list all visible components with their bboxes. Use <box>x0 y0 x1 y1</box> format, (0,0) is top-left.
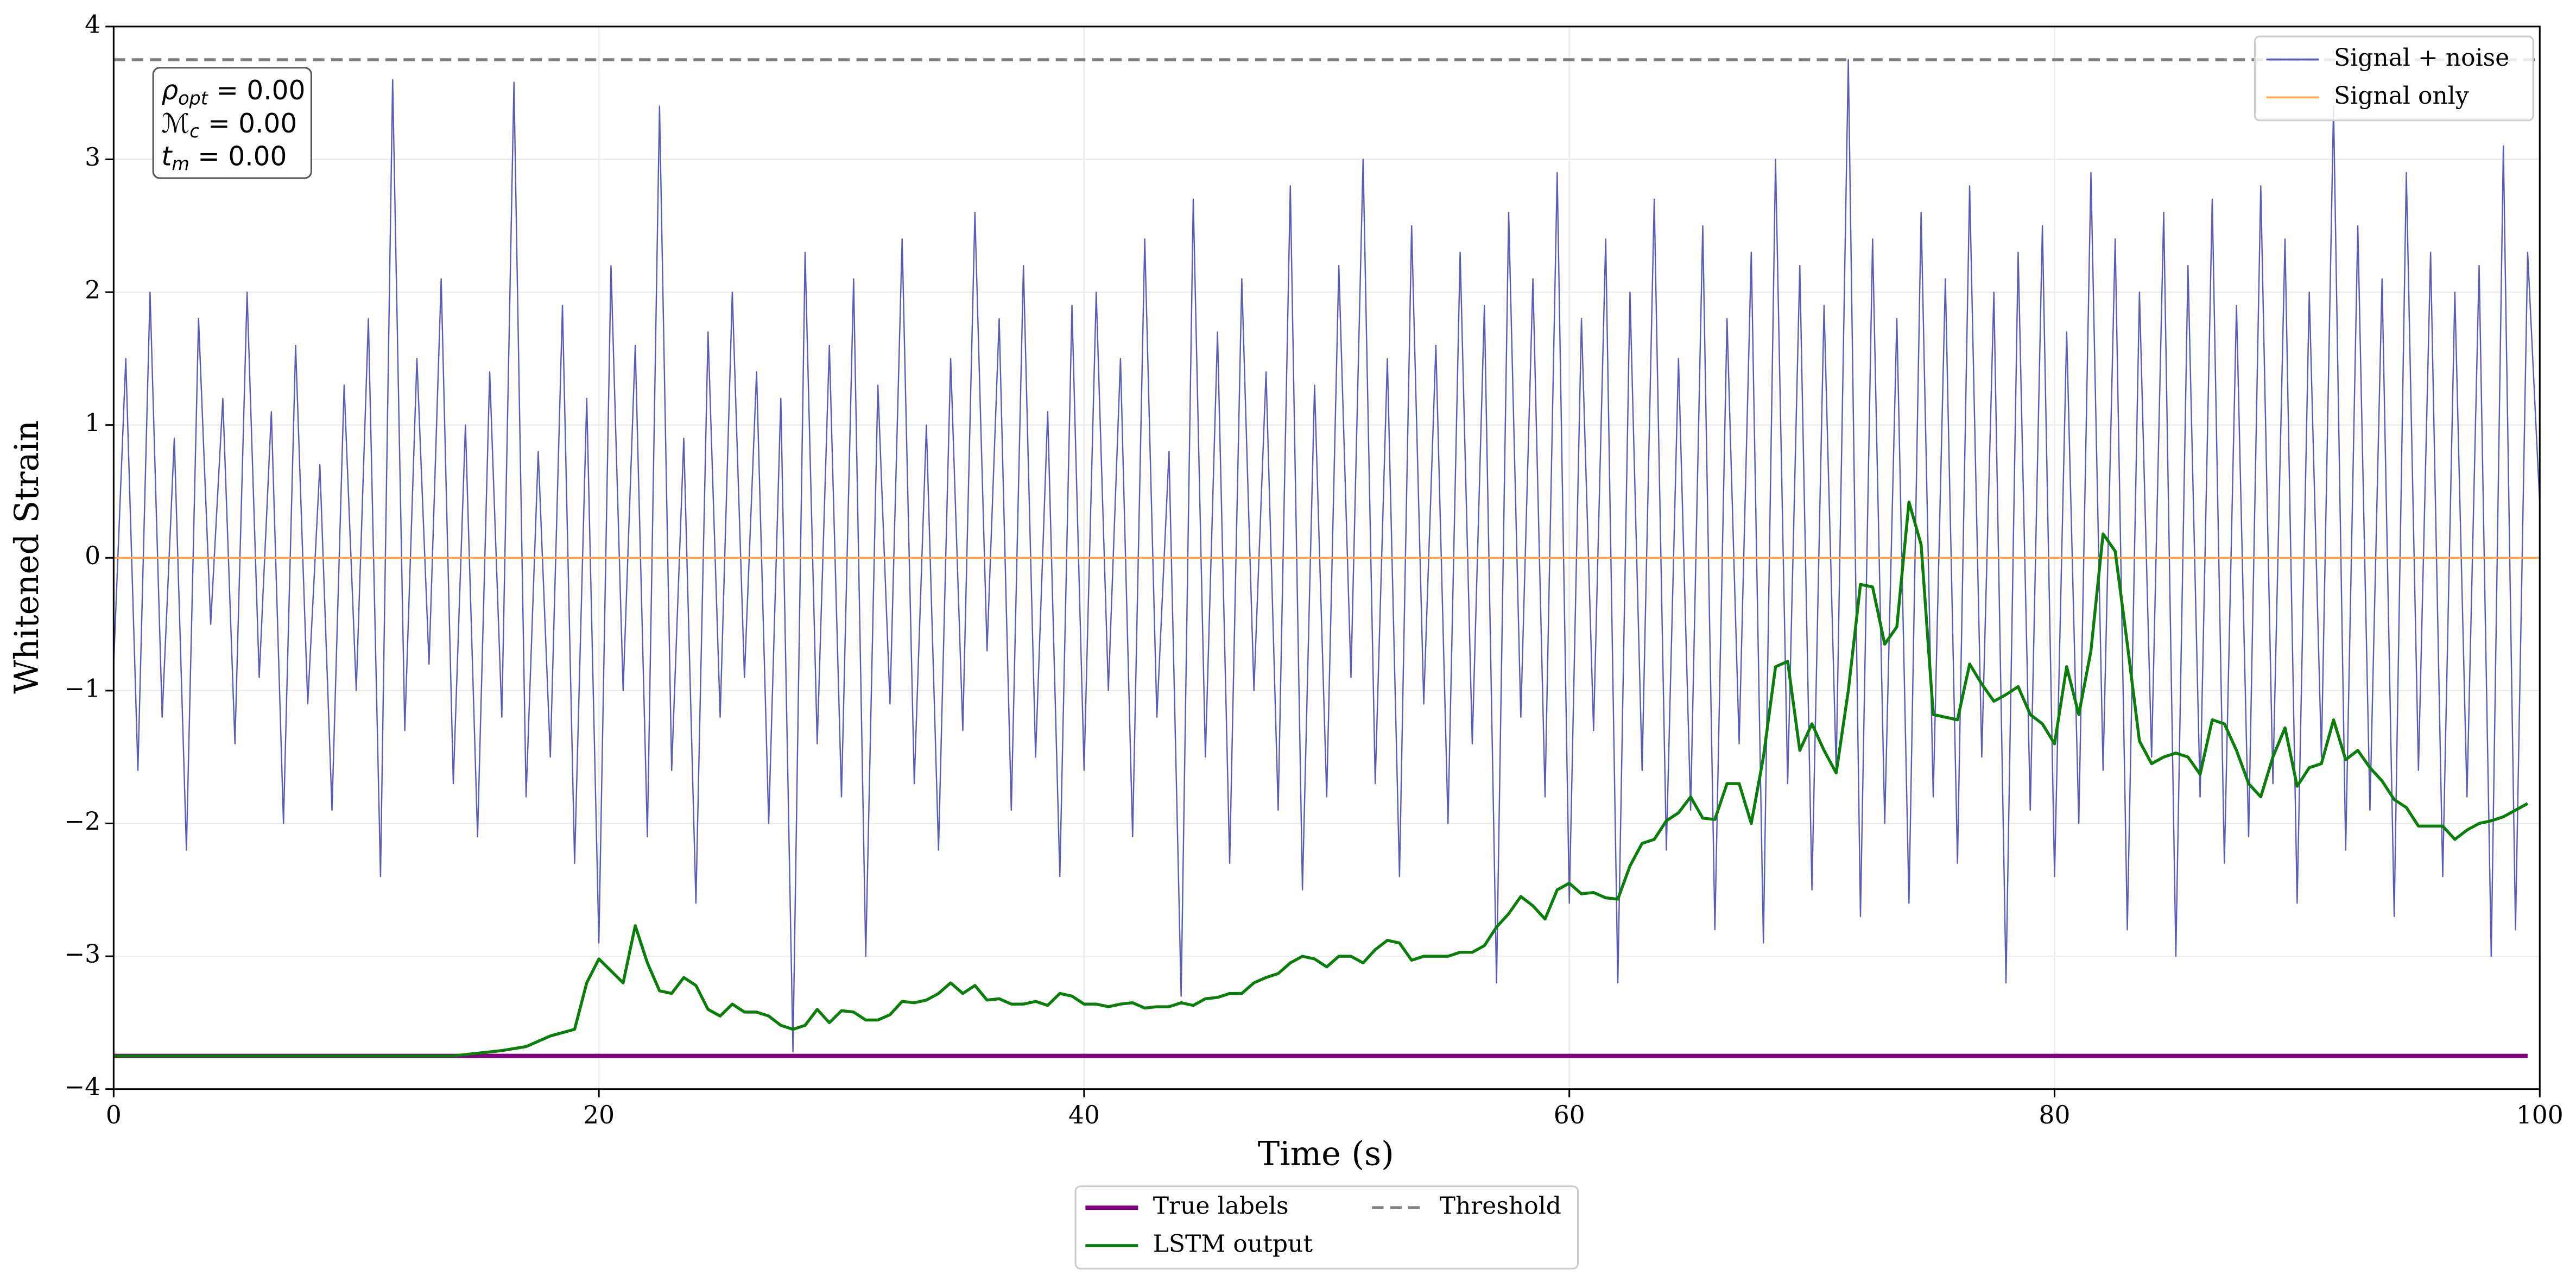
y-tick-label: 2 <box>85 276 100 305</box>
y-axis-label: Whitened Strain <box>8 420 46 694</box>
x-tick-label: 80 <box>2039 1101 2071 1129</box>
y-tick-label: −4 <box>64 1072 100 1101</box>
ticks: 0 20 40 60 80 100 −4 −3 −2 −1 0 1 2 3 4 <box>64 10 2564 1129</box>
legend-label: Signal only <box>2334 82 2469 110</box>
y-tick-label: −3 <box>64 940 100 969</box>
legend-upper-right <box>2254 35 2534 122</box>
legend-label: LSTM output <box>1153 1230 1313 1258</box>
annotation-symbol: t <box>161 142 173 172</box>
y-tick-label: 1 <box>85 408 100 437</box>
annotation-value: = 0.00 <box>189 142 287 172</box>
x-tick-label: 40 <box>1068 1101 1100 1129</box>
data-line <box>113 59 2541 1053</box>
annotation-text: tm = 0.00 <box>161 142 287 175</box>
legend-label: True labels <box>1153 1192 1289 1220</box>
x-tick-label: 0 <box>106 1101 122 1129</box>
y-tick-label: −2 <box>64 807 100 836</box>
y-tick-label: 0 <box>85 541 100 570</box>
plot-area <box>113 58 2541 1058</box>
annotation-value: = 0.00 <box>208 75 306 106</box>
annotation-subscript: c <box>189 121 199 142</box>
annotation-symbol: ρ <box>161 75 178 106</box>
x-tick-label: 60 <box>1554 1101 1585 1129</box>
y-tick-label: −1 <box>64 674 100 703</box>
legend-lower-center <box>1074 1185 1579 1270</box>
x-tick-label: 20 <box>583 1101 615 1129</box>
annotation-subscript: m <box>172 153 189 174</box>
data-line <box>113 500 2529 1058</box>
y-tick-label: 3 <box>85 143 100 172</box>
annotation-symbol: ℳ <box>161 109 189 139</box>
y-tick-label: 4 <box>85 10 100 39</box>
legend-label: Signal + noise <box>2334 44 2509 72</box>
annotation-value: = 0.00 <box>200 109 298 139</box>
annotation-subscript: opt <box>178 87 209 109</box>
x-axis-label: Time (s) <box>1258 1135 1394 1173</box>
annotation-text: ℳc = 0.00 <box>161 109 297 142</box>
annotation-box <box>152 67 312 179</box>
annotation-text: ρopt = 0.00 <box>161 75 305 109</box>
legend-label: Threshold <box>1440 1192 1561 1220</box>
legend: Signal + noise Signal only True labels LSTM… <box>1085 44 2509 1258</box>
x-tick-label: 100 <box>2516 1101 2564 1129</box>
